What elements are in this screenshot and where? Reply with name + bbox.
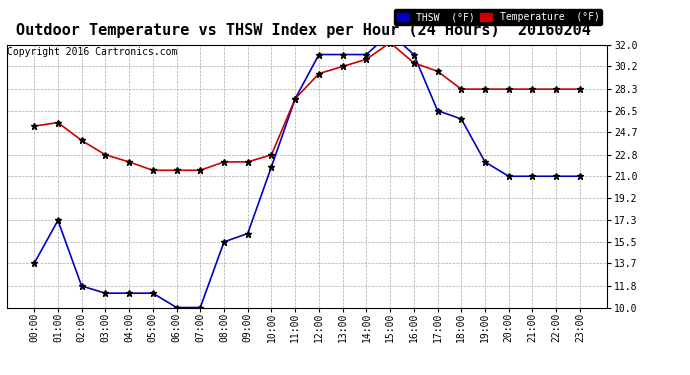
Text: Outdoor Temperature vs THSW Index per Hour (24 Hours)  20160204: Outdoor Temperature vs THSW Index per Ho… xyxy=(16,22,591,38)
Text: Copyright 2016 Cartronics.com: Copyright 2016 Cartronics.com xyxy=(7,47,177,57)
Legend: THSW  (°F), Temperature  (°F): THSW (°F), Temperature (°F) xyxy=(394,9,602,25)
